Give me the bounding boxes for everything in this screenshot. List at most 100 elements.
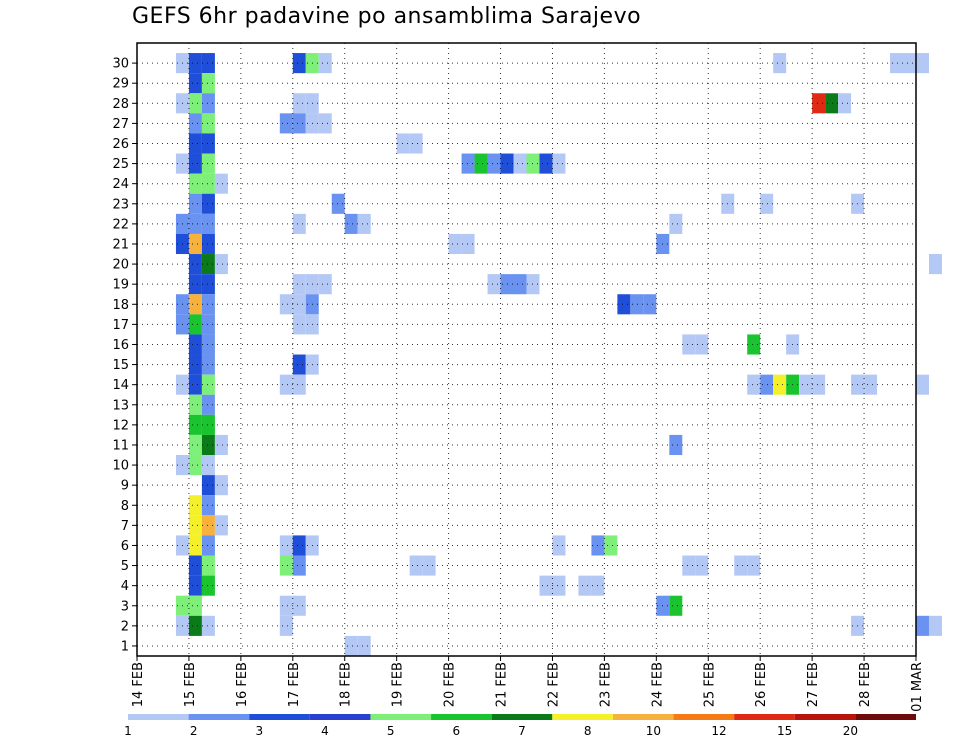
heatmap-cell bbox=[201, 575, 215, 596]
heatmap-cell bbox=[201, 274, 215, 295]
heatmap-cell bbox=[292, 535, 306, 556]
heatmap-cell bbox=[409, 133, 423, 154]
heatmap-cell bbox=[214, 254, 228, 275]
heatmap-cell bbox=[890, 53, 904, 74]
heatmap-cell bbox=[188, 455, 202, 476]
heatmap-cell bbox=[188, 314, 202, 335]
y-tick-label: 9 bbox=[121, 479, 129, 494]
heatmap-cell bbox=[292, 374, 306, 395]
y-tick-label: 18 bbox=[112, 298, 129, 313]
heatmap-cell bbox=[864, 374, 878, 395]
heatmap-cell bbox=[201, 314, 215, 335]
heatmap-cell bbox=[916, 615, 929, 636]
heatmap-cell bbox=[604, 535, 618, 556]
y-tick-label: 11 bbox=[112, 438, 129, 453]
heatmap-cell bbox=[318, 53, 332, 74]
heatmap-cell bbox=[643, 294, 657, 315]
heatmap-cell bbox=[188, 535, 202, 556]
heatmap-cell bbox=[422, 555, 436, 576]
heatmap-cell bbox=[201, 93, 215, 114]
legend-label: 3 bbox=[256, 724, 264, 738]
y-tick-label: 14 bbox=[112, 378, 129, 393]
heatmap-cell bbox=[695, 334, 709, 355]
legend-swatch bbox=[188, 714, 250, 720]
heatmap-cell bbox=[448, 233, 462, 255]
y-tick-label: 12 bbox=[112, 418, 129, 433]
heatmap-cell bbox=[279, 113, 293, 134]
y-tick-label: 19 bbox=[112, 278, 129, 293]
x-tick-label: 22 FEB bbox=[546, 662, 561, 707]
heatmap-cell bbox=[188, 274, 202, 295]
legend-swatch bbox=[431, 714, 492, 720]
legend-swatch bbox=[794, 714, 856, 720]
heatmap-cell bbox=[838, 93, 852, 114]
y-tick-label: 1 bbox=[121, 639, 129, 654]
heatmap-cell bbox=[188, 495, 202, 516]
heatmap-cell bbox=[201, 555, 215, 576]
legend-label: 1 bbox=[124, 724, 132, 738]
x-tick-label: 20 FEB bbox=[443, 662, 458, 707]
heatmap-cell bbox=[201, 233, 215, 255]
heatmap-cell bbox=[279, 595, 293, 616]
heatmap-cell bbox=[747, 374, 761, 395]
heatmap-cell bbox=[201, 515, 215, 536]
heatmap-cell bbox=[461, 153, 475, 174]
legend-swatch bbox=[552, 714, 613, 720]
heatmap-cell bbox=[201, 153, 215, 174]
heatmap-cell bbox=[474, 153, 488, 174]
heatmap-cell bbox=[188, 254, 202, 275]
x-tick-label: 16 FEB bbox=[235, 662, 250, 707]
heatmap-cell bbox=[669, 213, 683, 234]
heatmap-cell bbox=[188, 233, 202, 255]
legend-swatch bbox=[855, 714, 916, 720]
heatmap-cell bbox=[188, 595, 202, 616]
heatmap-cell bbox=[292, 113, 306, 134]
y-tick-label: 23 bbox=[112, 197, 129, 212]
heatmap-cell bbox=[916, 53, 929, 74]
x-tick-label: 19 FEB bbox=[391, 662, 406, 707]
legend-label: 5 bbox=[387, 724, 395, 738]
legend-label: 15 bbox=[777, 724, 792, 738]
heatmap-cell bbox=[201, 334, 215, 355]
heatmap-cell bbox=[279, 535, 293, 556]
heatmap-cell bbox=[201, 53, 215, 74]
heatmap-cell bbox=[760, 193, 774, 214]
legend-swatch bbox=[128, 714, 189, 720]
heatmap-cell bbox=[630, 294, 644, 315]
heatmap-cell bbox=[279, 374, 293, 395]
heatmap-cell bbox=[279, 555, 293, 576]
y-tick-label: 15 bbox=[112, 358, 129, 373]
heatmap-cell bbox=[903, 53, 916, 74]
heatmap-cell bbox=[318, 274, 332, 295]
heatmap-cell bbox=[188, 113, 202, 134]
legend-swatch bbox=[370, 714, 432, 720]
heatmap-cell bbox=[201, 495, 215, 516]
heatmap-cell bbox=[487, 274, 501, 295]
legend-label: 7 bbox=[518, 724, 526, 738]
heatmap-cell bbox=[292, 294, 306, 315]
heatmap-cell bbox=[188, 434, 202, 456]
x-tick-label: 24 FEB bbox=[650, 662, 665, 707]
heatmap-cell bbox=[201, 173, 215, 194]
x-tick-label: 15 FEB bbox=[183, 662, 198, 707]
y-tick-label: 6 bbox=[121, 539, 129, 554]
heatmap-cell bbox=[825, 93, 839, 114]
heatmap-cell bbox=[188, 213, 202, 234]
heatmap-cell bbox=[188, 193, 202, 214]
heatmap-cell bbox=[539, 153, 553, 174]
y-tick-label: 7 bbox=[121, 519, 129, 534]
y-tick-label: 3 bbox=[121, 599, 129, 614]
heatmap-cell bbox=[188, 414, 202, 435]
heatmap-cell bbox=[487, 153, 501, 174]
heatmap-cell bbox=[292, 595, 306, 616]
heatmap-cell bbox=[292, 354, 306, 375]
x-tick-label: 23 FEB bbox=[598, 662, 613, 707]
x-tick-label: 18 FEB bbox=[339, 662, 354, 707]
y-tick-label: 22 bbox=[112, 217, 129, 232]
heatmap-cell bbox=[201, 414, 215, 435]
heatmap-cell bbox=[201, 73, 215, 94]
heatmap-cell bbox=[747, 555, 761, 576]
heatmap-cell bbox=[461, 233, 475, 255]
heatmap-cell bbox=[292, 93, 306, 114]
